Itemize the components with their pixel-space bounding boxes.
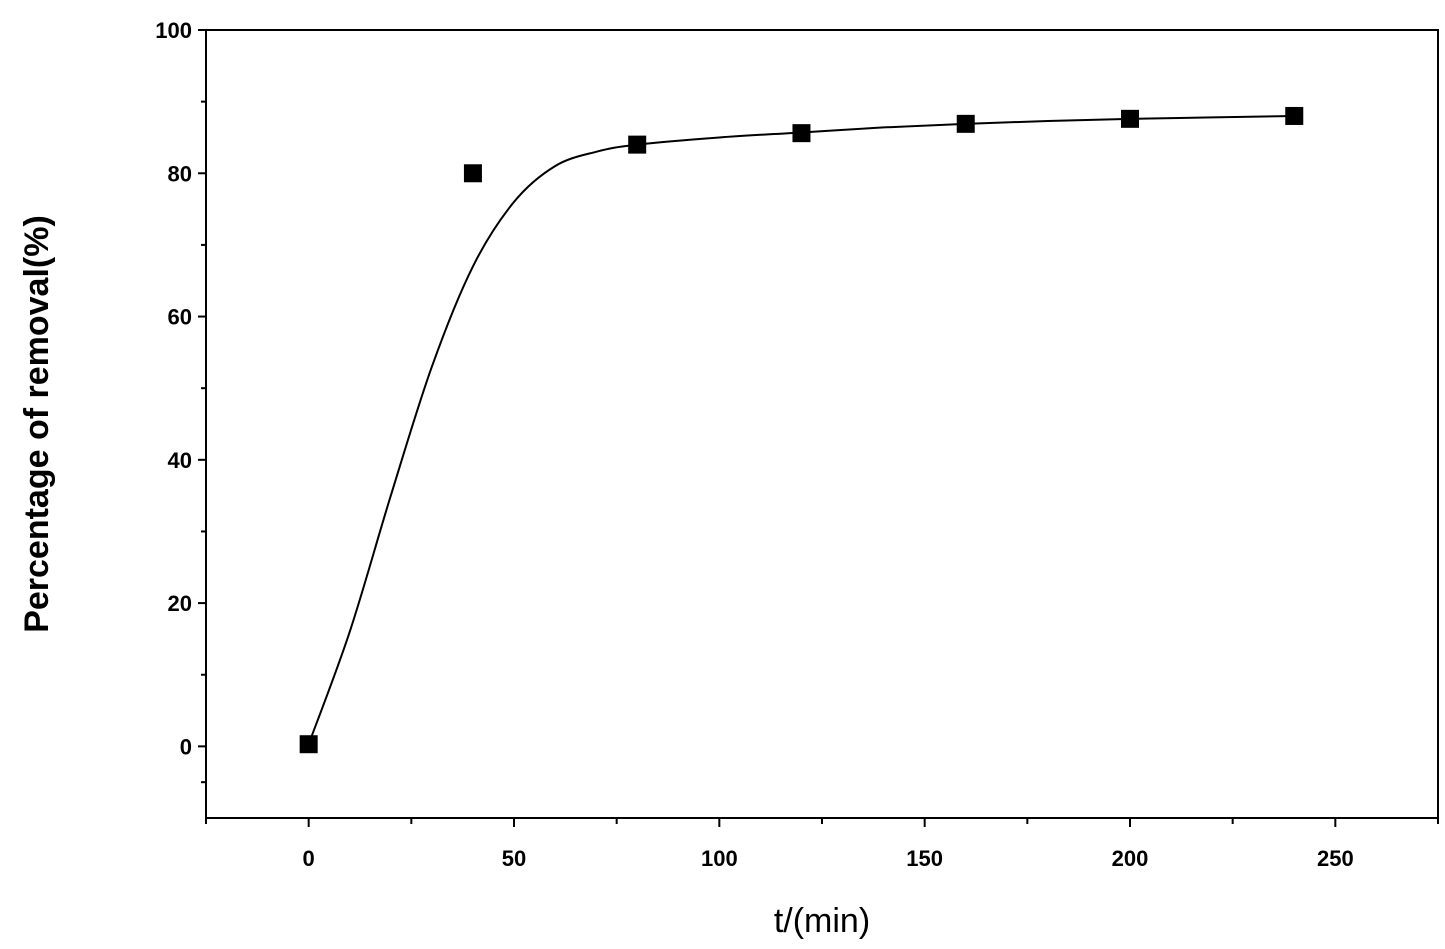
- x-axis-title: t/(min): [774, 902, 870, 940]
- y-tick-label: 20: [168, 591, 192, 616]
- data-points: [299, 106, 1304, 754]
- y-tick-label: 100: [155, 18, 192, 43]
- y-tick-label: 80: [168, 161, 192, 186]
- y-axis-title: Percentage of removal(%): [18, 215, 56, 633]
- x-axis-ticks: 0 50 100 150 200 250: [205, 818, 1439, 871]
- x-tick-label: 100: [701, 846, 738, 871]
- x-tick-label: 50: [502, 846, 526, 871]
- plot-frame: [205, 29, 1439, 819]
- data-point: [299, 735, 318, 754]
- x-tick-label: 0: [303, 846, 315, 871]
- y-axis-ticks: 0 20 40 60 80 100: [155, 18, 206, 784]
- data-point: [628, 135, 647, 154]
- x-tick-label: 150: [906, 846, 943, 871]
- x-tick-label: 200: [1112, 846, 1149, 871]
- x-tick-label: 250: [1317, 846, 1354, 871]
- y-tick-label: 0: [180, 734, 192, 759]
- y-tick-label: 40: [168, 448, 192, 473]
- y-tick-label: 60: [168, 305, 192, 330]
- data-point: [1121, 109, 1139, 128]
- data-point: [792, 124, 811, 143]
- data-point: [956, 114, 975, 133]
- fit-curve: [307, 114, 1295, 745]
- data-point: [1285, 106, 1304, 125]
- data-point: [463, 164, 482, 183]
